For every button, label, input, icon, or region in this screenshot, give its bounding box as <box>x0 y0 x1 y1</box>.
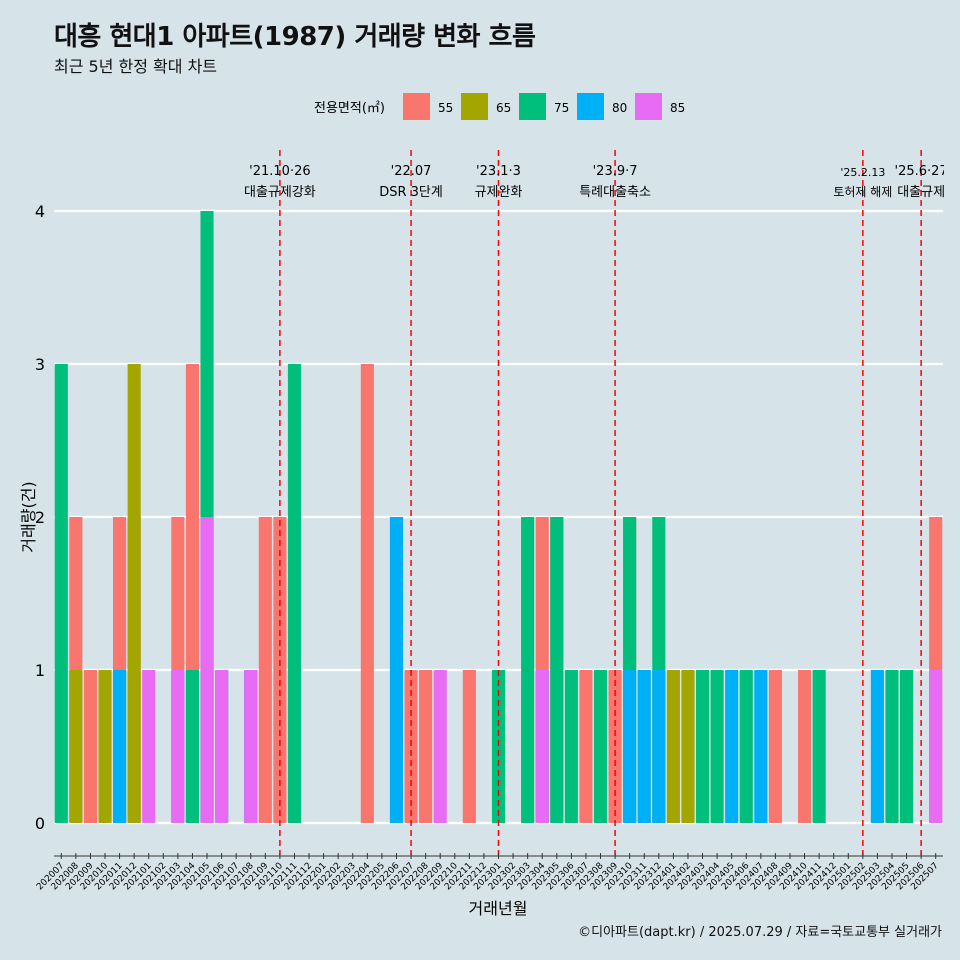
y-tick-label-4: 4 <box>35 202 45 221</box>
annotation-label-202301: 규제완화 <box>475 185 523 200</box>
legend-key-85 <box>635 93 662 120</box>
bar-202303-75 <box>521 517 535 823</box>
bar-202011-80 <box>113 670 127 823</box>
chart-subtitle: 최근 5년 한정 확대 차트 <box>54 57 218 76</box>
annotation-date-202207: '22.07 <box>391 164 432 179</box>
annotation-label-202502: 토허제 해제 <box>833 185 892 199</box>
annotation-label-202506: 대출규제 <box>897 185 945 200</box>
x-axis-label: 거래년월 <box>469 899 528 918</box>
bar-202307-55 <box>579 670 593 823</box>
x-axis: 2020072020082020092020102020112020122021… <box>35 853 943 892</box>
bar-202505-75 <box>900 670 914 823</box>
y-tick-label-1: 1 <box>35 661 45 680</box>
legend-key-65 <box>461 93 488 120</box>
bar-202308-75 <box>593 670 608 823</box>
source-caption: ©디아파트(dapt.kr) / 2025.07.29 / 자료=국토교통부 실… <box>578 925 942 940</box>
y-tick-label-3: 3 <box>35 355 45 374</box>
legend-title: 전용면적(㎡) <box>314 101 385 116</box>
chart-title: 대흥 현대1 아파트(1987) 거래량 변화 흐름 <box>54 22 536 52</box>
bar-202305-75 <box>550 517 564 823</box>
bar-202507-85 <box>929 670 943 823</box>
bar-202109-55 <box>258 517 272 823</box>
bar-202204-55 <box>360 364 374 823</box>
bar-202207-55 <box>404 670 418 823</box>
bar-202403-75 <box>695 670 710 823</box>
legend-label-65: 65 <box>496 101 511 115</box>
bar-202010-65 <box>98 670 112 823</box>
y-tick-label-2: 2 <box>35 508 45 527</box>
bar-202312-80 <box>652 670 666 823</box>
bar-202301-75 <box>491 670 506 823</box>
legend-key-75 <box>519 93 546 120</box>
bar-202008-65 <box>69 670 83 823</box>
bar-202411-75 <box>812 670 826 823</box>
bar-202105-85 <box>200 517 214 823</box>
y-axis-label: 거래량(건) <box>19 481 38 552</box>
y-tick-label-0: 0 <box>35 814 45 833</box>
annotation-label-202207: DSR 3단계 <box>379 185 443 200</box>
annotation-date-202502: '25.2.13 <box>840 166 885 179</box>
bar-202405-80 <box>725 670 739 823</box>
legend-key-80 <box>577 93 604 120</box>
legend-key-55 <box>403 93 430 120</box>
bar-202402-65 <box>681 670 695 823</box>
y-axis: 0 1 2 3 4 <box>35 202 45 833</box>
bar-202104-75 <box>185 670 200 823</box>
bar-202408-55 <box>768 670 782 823</box>
legend: 전용면적(㎡) 55 65 75 80 85 <box>314 93 685 120</box>
bar-202311-80 <box>637 670 651 823</box>
bar-202209-85 <box>433 670 447 823</box>
bar-202406-75 <box>739 670 753 823</box>
bar-202012-65 <box>127 364 141 823</box>
bar-202504-75 <box>885 670 899 823</box>
bar-202309-55 <box>608 670 622 823</box>
bar-202108-85 <box>244 670 258 823</box>
legend-label-75: 75 <box>554 101 569 115</box>
bar-202211-55 <box>462 670 476 823</box>
bar-202304-85 <box>535 670 549 823</box>
bar-202208-55 <box>419 670 433 823</box>
bar-202407-80 <box>754 670 768 823</box>
annotation-label-202110: 대출규제강화 <box>244 185 316 200</box>
bar-202206-80 <box>389 517 404 823</box>
annotations: '21.10·26 대출규제강화 '22.07 DSR 3단계 '23.1·3 규제완화 '… <box>244 150 948 855</box>
bar-202007-75 <box>54 364 68 823</box>
annotation-date-202506: '25.6·27 <box>895 164 948 179</box>
bar-202401-65 <box>666 670 680 823</box>
bar-202306-75 <box>564 670 578 823</box>
bar-202410-55 <box>797 670 812 823</box>
bar-202404-75 <box>710 670 724 823</box>
bar-202111-75 <box>287 364 302 823</box>
bar-202310-80 <box>623 670 637 823</box>
annotation-label-202309: 특례대출축소 <box>579 185 651 200</box>
legend-label-55: 55 <box>438 101 453 115</box>
bar-202101-85 <box>142 670 156 823</box>
bars <box>54 211 943 823</box>
bar-202009-55 <box>83 670 97 823</box>
annotation-date-202110: '21.10·26 <box>249 164 310 179</box>
annotation-date-202309: '23.9·7 <box>593 164 638 179</box>
bar-202503-80 <box>870 670 884 823</box>
legend-label-80: 80 <box>612 101 627 115</box>
bar-202103-85 <box>171 670 185 823</box>
annotation-date-202301: '23.1·3 <box>476 164 521 179</box>
bar-202106-85 <box>215 670 229 823</box>
legend-label-85: 85 <box>670 101 685 115</box>
